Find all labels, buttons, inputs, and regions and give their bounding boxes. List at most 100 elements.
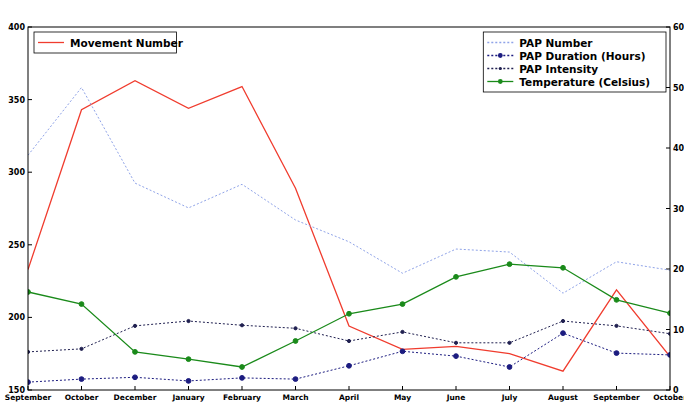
series-marker xyxy=(614,297,619,302)
x-tick xyxy=(242,386,243,390)
series-marker xyxy=(347,311,352,316)
series-marker xyxy=(400,302,405,307)
x-tick xyxy=(188,386,189,390)
legend-swatch xyxy=(487,68,513,69)
x-tick xyxy=(456,386,457,390)
series-line xyxy=(28,264,670,367)
series-line xyxy=(28,321,670,352)
series-marker xyxy=(187,319,190,322)
series-marker xyxy=(79,377,84,382)
page: {"chart_data": { "type": "line", "catego… xyxy=(0,0,684,404)
y2-tick xyxy=(666,148,670,149)
y2-tick-label: 20 xyxy=(673,265,684,274)
x-tick xyxy=(81,386,82,390)
series-marker xyxy=(133,349,138,354)
x-tick-label: April xyxy=(339,393,359,402)
x-tick-label: May xyxy=(394,393,411,402)
series-marker xyxy=(561,265,566,270)
series-marker xyxy=(293,339,298,344)
series-marker xyxy=(80,347,83,350)
series-marker xyxy=(240,324,243,327)
x-tick xyxy=(509,386,510,390)
x-tick xyxy=(563,386,564,390)
x-tick-label: October xyxy=(65,393,99,402)
series-group xyxy=(28,81,670,385)
y-tick xyxy=(28,172,32,173)
series-marker xyxy=(454,341,457,344)
y-tick-label: 250 xyxy=(8,241,25,250)
x-tick-label: July xyxy=(501,393,518,402)
series-line xyxy=(28,88,670,294)
series-marker xyxy=(561,331,566,336)
chart: 1502002503003504000102030405060September… xyxy=(0,0,684,404)
series-marker xyxy=(186,357,191,362)
y2-tick xyxy=(666,329,670,330)
series-marker xyxy=(79,302,84,307)
series-marker xyxy=(294,327,297,330)
legend-swatch xyxy=(487,42,513,43)
y2-tick-label: 50 xyxy=(673,84,684,93)
x-tick-label: August xyxy=(548,393,578,402)
y2-tick-label: 60 xyxy=(673,23,684,32)
series-marker xyxy=(347,339,350,342)
x-tick-label: June xyxy=(446,393,466,402)
series-marker xyxy=(347,363,352,368)
series-marker xyxy=(133,375,138,380)
y-tick-label: 400 xyxy=(8,23,25,32)
y2-tick xyxy=(666,208,670,209)
series-marker xyxy=(508,341,511,344)
legend-marker xyxy=(498,53,503,58)
series-marker xyxy=(454,274,459,279)
legend-label: PAP Intensity xyxy=(519,63,598,75)
legend-label: PAP Duration (Hours) xyxy=(519,50,645,62)
y-tick-label: 300 xyxy=(8,168,25,177)
y2-tick-label: 30 xyxy=(673,205,684,214)
series-marker xyxy=(400,349,405,354)
legend-label: Movement Number xyxy=(70,37,184,49)
series-marker xyxy=(614,351,619,356)
y2-tick-label: 40 xyxy=(673,144,684,153)
x-tick xyxy=(616,386,617,390)
series-marker xyxy=(454,354,459,359)
series-marker xyxy=(240,376,245,381)
series-marker xyxy=(507,262,512,267)
x-tick-label: December xyxy=(114,393,157,402)
legend: PAP NumberPAP Duration (Hours)PAP Intens… xyxy=(483,32,666,92)
legend-marker xyxy=(499,67,502,70)
series-marker xyxy=(561,319,564,322)
x-tick xyxy=(135,386,136,390)
legend-marker xyxy=(498,79,503,84)
y-tick-label: 350 xyxy=(8,96,25,105)
legend-label: PAP Number xyxy=(519,37,593,49)
series-marker xyxy=(240,365,245,370)
legend-box xyxy=(483,32,666,92)
series-marker xyxy=(133,324,136,327)
y2-tick-label: 10 xyxy=(673,326,684,335)
y-tick xyxy=(28,99,32,100)
legend-label: Temperature (Celsius) xyxy=(519,76,650,88)
x-tick xyxy=(402,386,403,390)
y-tick xyxy=(28,244,32,245)
x-tick-label: September xyxy=(593,393,640,402)
series-marker xyxy=(293,377,298,382)
series-marker xyxy=(507,365,512,370)
series-marker xyxy=(401,330,404,333)
series-marker xyxy=(186,379,191,384)
legend: Movement Number xyxy=(34,32,184,53)
plot-area xyxy=(28,27,670,390)
series-marker xyxy=(615,324,618,327)
y2-tick xyxy=(666,87,670,88)
x-tick xyxy=(295,386,296,390)
x-tick-label: October xyxy=(653,393,684,402)
series-line xyxy=(28,81,670,371)
legend-swatch xyxy=(38,42,64,43)
x-tick-label: February xyxy=(223,393,261,402)
y-tick-label: 200 xyxy=(8,313,25,322)
x-tick-label: September xyxy=(5,393,52,402)
y-tick xyxy=(28,317,32,318)
x-tick xyxy=(349,386,350,390)
x-tick-label: January xyxy=(171,393,204,402)
plot-frame xyxy=(28,27,670,390)
x-tick-label: March xyxy=(282,393,308,402)
series-line xyxy=(28,333,670,382)
